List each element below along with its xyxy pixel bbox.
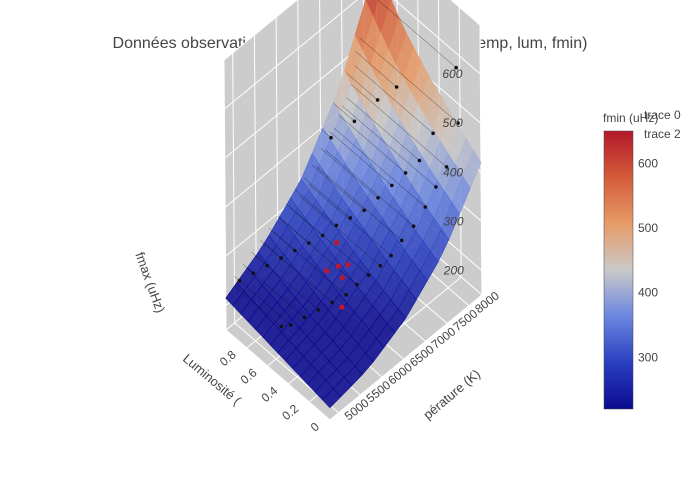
data-point — [307, 241, 311, 245]
data-point — [320, 233, 325, 238]
data-stem — [350, 83, 447, 168]
data-stem — [277, 215, 309, 244]
data-stem — [354, 50, 397, 88]
data-stem — [316, 166, 402, 241]
data-point — [316, 308, 321, 312]
highlight-point — [324, 268, 330, 274]
data-stem — [242, 264, 254, 274]
data-point — [394, 85, 399, 89]
data-stem — [268, 227, 296, 251]
highlight-point — [334, 240, 340, 246]
data-stem — [238, 279, 291, 326]
data-stem — [307, 183, 392, 256]
data-stem — [299, 195, 381, 266]
colorbar-tick-label: 500 — [638, 221, 658, 235]
data-stem — [329, 131, 392, 186]
data-point — [431, 131, 435, 136]
z-tick-label: 600 — [442, 67, 462, 81]
colorbar-title: fmin (uHz) — [603, 111, 658, 125]
highlight-point — [339, 275, 345, 281]
data-stem — [303, 177, 351, 219]
data-stem — [260, 239, 282, 259]
data-stem — [312, 165, 365, 211]
legend-item: trace 2 — [644, 127, 681, 141]
colorbar-tick-label: 400 — [638, 286, 658, 300]
data-point — [344, 293, 348, 297]
data-point — [334, 223, 339, 228]
data-point — [456, 121, 460, 125]
surface-cell — [322, 388, 342, 409]
data-point — [444, 165, 449, 169]
data-stem — [247, 267, 305, 318]
colorbar-gradient — [603, 130, 634, 410]
data-point — [352, 119, 357, 124]
data-stem — [346, 97, 420, 161]
data-point — [237, 278, 242, 283]
colorbar-tick-label: 300 — [638, 350, 658, 364]
data-stem — [337, 114, 406, 174]
z-tick-label: 300 — [443, 214, 463, 228]
z-tick-label: 200 — [443, 264, 464, 278]
data-point — [265, 263, 270, 268]
data-point — [329, 135, 333, 140]
data-point — [417, 158, 422, 163]
data-point — [293, 248, 297, 253]
legend-item: trace 0 — [644, 108, 681, 122]
data-point — [348, 216, 353, 220]
data-point — [378, 264, 383, 268]
z-axis-title: fmax (uHz) — [132, 250, 168, 315]
highlight-point — [345, 262, 351, 268]
data-stem — [286, 203, 323, 236]
data-point — [400, 238, 404, 243]
data-stem — [333, 127, 426, 208]
gridline-temp — [232, 52, 340, 414]
z-tick-label: 400 — [443, 165, 463, 179]
z-tick-label: 500 — [443, 116, 463, 130]
data-point — [454, 65, 458, 70]
data-point — [302, 315, 307, 320]
data-stem — [251, 251, 268, 266]
gridline-lum — [329, 24, 483, 421]
data-point — [330, 300, 335, 305]
data-stem — [320, 128, 332, 138]
data-stem — [234, 285, 282, 327]
data-point — [375, 98, 380, 102]
data-point — [279, 324, 284, 329]
colorbar-tick-label: 600 — [638, 156, 658, 170]
data-stem — [325, 149, 414, 227]
data-point — [366, 273, 371, 278]
lum-tick-label: 0.8 — [217, 347, 239, 369]
data-point — [403, 171, 408, 175]
data-point — [288, 323, 293, 327]
data-stem — [346, 72, 378, 101]
data-stem — [320, 148, 379, 198]
data-point — [362, 208, 367, 213]
data-point — [251, 271, 256, 276]
data-point — [279, 256, 283, 260]
data-stem — [354, 65, 434, 134]
data-point — [355, 282, 359, 287]
data-stem — [342, 105, 437, 188]
highlight-point — [339, 304, 345, 310]
data-stem — [377, 0, 457, 68]
lum-tick-label: 0.2 — [279, 401, 301, 423]
data-stem — [294, 189, 337, 226]
data-point — [411, 224, 416, 228]
data-point — [376, 196, 380, 200]
lum-tick-label: 0.6 — [238, 365, 260, 387]
data-point — [423, 205, 428, 209]
data-point — [389, 253, 393, 258]
data-point — [390, 183, 394, 188]
highlight-point — [335, 263, 341, 269]
temp-axis-title: pérature (K) — [420, 366, 483, 422]
gridline-z — [224, 0, 481, 110]
lum-tick-label: 0 — [308, 419, 322, 434]
data-point — [434, 185, 438, 189]
data-stem — [333, 103, 355, 122]
lum-tick-label: 0.4 — [259, 383, 281, 405]
data-stem — [359, 37, 459, 124]
